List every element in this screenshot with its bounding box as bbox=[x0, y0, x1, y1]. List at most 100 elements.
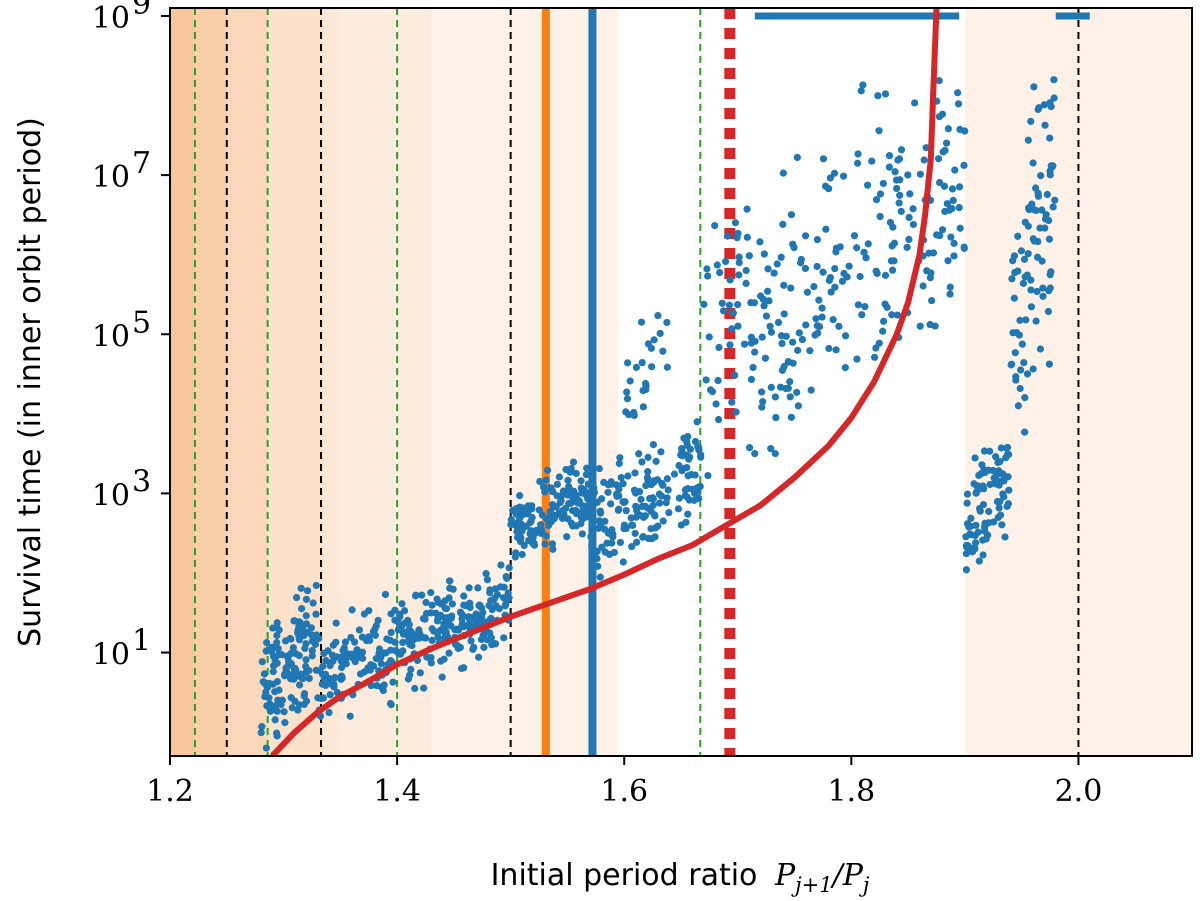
scatter-point-368 bbox=[338, 672, 346, 681]
scatter-point-1081 bbox=[764, 265, 772, 273]
scatter-point-894 bbox=[895, 199, 903, 207]
scatter-point-1141 bbox=[978, 461, 986, 469]
scatter-point-766 bbox=[689, 485, 697, 493]
scatter-point-1043 bbox=[938, 110, 947, 118]
scatter-point-983 bbox=[890, 239, 899, 247]
scatter-point-834 bbox=[734, 322, 742, 330]
scatter-point-745 bbox=[678, 467, 686, 475]
scatter-point-821 bbox=[715, 415, 723, 424]
scatter-point-1260 bbox=[1010, 294, 1018, 302]
scatter-point-1231 bbox=[1022, 316, 1030, 324]
scatter-point-592 bbox=[572, 469, 580, 478]
scatter-point-791 bbox=[626, 377, 634, 385]
scatter-point-520 bbox=[549, 545, 557, 553]
reference-vertical-lines bbox=[193, 8, 1080, 756]
scatter-point-953 bbox=[853, 244, 861, 252]
scatter-point-816 bbox=[732, 408, 740, 416]
scatter-point-1264 bbox=[1017, 247, 1026, 255]
scatter-point-984 bbox=[839, 172, 848, 180]
scatter-point-1188 bbox=[1014, 232, 1022, 240]
scatter-point-182 bbox=[356, 670, 365, 678]
scatter-point-786 bbox=[604, 480, 612, 489]
scatter-point-1200 bbox=[1020, 255, 1029, 263]
scatter-point-432 bbox=[485, 601, 493, 610]
scatter-point-1192 bbox=[1034, 105, 1042, 114]
scatter-point-923 bbox=[815, 296, 823, 304]
scatter-point-1232 bbox=[1050, 76, 1058, 84]
scatter-point-915 bbox=[822, 225, 830, 233]
scatter-point-909 bbox=[751, 348, 759, 356]
scatter-point-899 bbox=[858, 311, 866, 319]
scatter-point-393 bbox=[460, 664, 468, 672]
scatter-point-545 bbox=[543, 466, 552, 474]
y-tick-label-2: 10 bbox=[92, 319, 130, 354]
scatter-point-992 bbox=[872, 196, 881, 204]
scatter-point-1173 bbox=[981, 523, 989, 532]
scatter-point-1031 bbox=[794, 402, 802, 410]
scatter-point-878 bbox=[954, 100, 963, 108]
scatter-point-782 bbox=[648, 535, 656, 543]
scatter-point-1191 bbox=[1027, 117, 1035, 125]
scatter-point-135 bbox=[302, 662, 310, 671]
scatter-point-952 bbox=[796, 259, 805, 267]
scatter-point-1077 bbox=[745, 252, 753, 260]
scatter-point-852 bbox=[742, 266, 750, 275]
scatter-point-83 bbox=[308, 652, 316, 660]
scatter-point-345 bbox=[427, 588, 435, 597]
scatter-point-1204 bbox=[1051, 196, 1059, 204]
scatter-point-134 bbox=[265, 679, 273, 688]
scatter-point-896 bbox=[764, 287, 772, 295]
scatter-point-742 bbox=[641, 502, 649, 510]
scatter-point-930 bbox=[811, 331, 819, 339]
scatter-point-846 bbox=[743, 205, 751, 213]
scatter-point-839 bbox=[704, 272, 712, 280]
scatter-point-46 bbox=[273, 659, 281, 667]
scatter-point-229 bbox=[391, 606, 399, 614]
scatter-point-703 bbox=[655, 490, 664, 498]
scatter-point-785 bbox=[687, 470, 695, 479]
x-tick-label-4: 2.0 bbox=[1055, 774, 1103, 809]
scatter-point-890 bbox=[831, 264, 839, 273]
scatter-point-469 bbox=[467, 637, 475, 645]
scatter-point-350 bbox=[419, 614, 428, 623]
scatter-point-115 bbox=[269, 705, 278, 713]
scatter-point-1079 bbox=[778, 339, 786, 348]
scatter-point-808 bbox=[654, 311, 662, 320]
scatter-point-609 bbox=[558, 491, 567, 499]
scatter-point-1017 bbox=[922, 144, 930, 152]
scatter-point-1151 bbox=[996, 458, 1004, 466]
scatter-point-976 bbox=[876, 190, 885, 198]
scatter-point-985 bbox=[941, 146, 949, 155]
red-analytic-curve bbox=[270, 8, 940, 756]
scatter-point-739 bbox=[654, 522, 662, 530]
scatter-point-665 bbox=[662, 499, 670, 507]
scatter-point-295 bbox=[407, 665, 415, 673]
x-axis-label-math-sub1: j+1 bbox=[791, 873, 832, 897]
scatter-point-164 bbox=[428, 636, 436, 644]
scatter-point-959 bbox=[818, 304, 826, 312]
scatter-point-932 bbox=[944, 257, 952, 265]
scatter-point-1034 bbox=[854, 150, 862, 158]
scatter-point-734 bbox=[610, 548, 618, 557]
scatter-point-731 bbox=[633, 506, 641, 515]
scatter-point-829 bbox=[728, 325, 736, 333]
scatter-point-862 bbox=[960, 161, 968, 169]
scatter-point-922 bbox=[778, 366, 787, 374]
y-tick-exponent-4: 9 bbox=[132, 0, 151, 22]
scatter-point-1252 bbox=[1036, 224, 1044, 232]
scatter-point-849 bbox=[735, 271, 743, 279]
scatter-point-233 bbox=[320, 649, 328, 658]
y-tick-label-0: 10 bbox=[92, 638, 130, 673]
scatter-point-621 bbox=[631, 469, 639, 477]
scatter-point-1056 bbox=[931, 322, 939, 330]
scatter-point-456 bbox=[479, 608, 487, 617]
scatter-point-1038 bbox=[747, 375, 756, 384]
scatter-point-1143 bbox=[971, 454, 979, 462]
scatter-point-781 bbox=[683, 441, 691, 450]
scatter-point-650 bbox=[628, 521, 636, 529]
scatter-point-1255 bbox=[1016, 384, 1024, 393]
x-axis-label: Initial period ratio Pj+1/Pj bbox=[491, 858, 870, 897]
scatter-point-1161 bbox=[1003, 444, 1011, 452]
scatter-point-618 bbox=[537, 525, 545, 533]
